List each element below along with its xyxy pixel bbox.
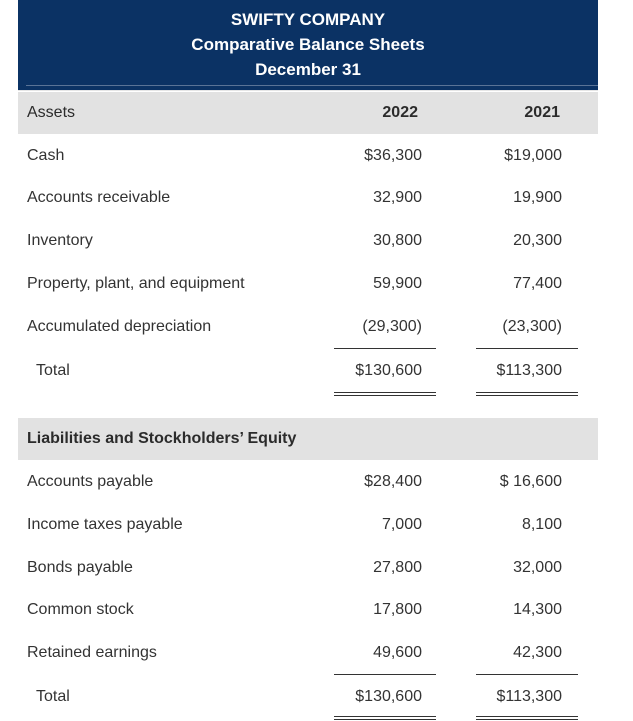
liabilities-total-row: Total $130,600 $113,300 xyxy=(18,676,598,718)
accounts-receivable-2022: 32,900 xyxy=(373,189,422,206)
inventory-2022: 30,800 xyxy=(373,232,422,249)
bonds-payable-2021: 32,000 xyxy=(513,559,562,576)
inventory-2021: 20,300 xyxy=(513,232,562,249)
row-label-income-taxes-payable: Income taxes payable xyxy=(27,516,183,533)
accounts-payable-2022: $28,400 xyxy=(364,473,422,490)
liabilities-heading-band: Liabilities and Stockholders’ Equity xyxy=(18,418,598,460)
statement-date: December 31 xyxy=(255,60,361,79)
common-stock-2022: 17,800 xyxy=(373,601,422,618)
assets-total-label: Total xyxy=(36,362,70,379)
cash-2022: $36,300 xyxy=(364,147,422,164)
income-taxes-payable-2022: 7,000 xyxy=(381,516,422,533)
assets-heading: Assets xyxy=(27,104,76,121)
liab-total-double-underline-2021 xyxy=(476,716,578,720)
liab-subtotal-underline-2022 xyxy=(334,674,436,675)
row-label-ppe: Property, plant, and equipment xyxy=(27,275,245,292)
row-label-common-stock: Common stock xyxy=(27,601,134,618)
assets-total-2021: $113,300 xyxy=(496,362,562,379)
statement-header: SWIFTY COMPANY Comparative Balance Sheet… xyxy=(18,0,598,91)
header-rule xyxy=(26,85,598,86)
cash-2021: $19,000 xyxy=(504,147,562,164)
liabilities-total-label: Total xyxy=(36,688,70,705)
assets-total-row: Total $130,600 $113,300 xyxy=(18,350,598,392)
accumulated-depreciation-2021: (23,300) xyxy=(502,318,562,335)
table-row: Accumulated depreciation (29,300) (23,30… xyxy=(18,306,598,348)
row-label-cash: Cash xyxy=(27,147,65,164)
table-row: Common stock 17,800 14,300 xyxy=(18,589,598,631)
accumulated-depreciation-2022: (29,300) xyxy=(362,318,422,335)
subtotal-underline-2022 xyxy=(334,348,436,349)
table-row: Bonds payable 27,800 32,000 xyxy=(18,547,598,589)
row-label-accumulated-depreciation: Accumulated depreciation xyxy=(27,318,212,335)
table-row: Retained earnings 49,600 42,300 xyxy=(18,632,598,674)
table-row: Property, plant, and equipment 59,900 77… xyxy=(18,263,598,305)
table-row: Income taxes payable 7,000 8,100 xyxy=(18,504,598,546)
liab-total-double-underline-2022 xyxy=(334,716,436,720)
row-label-accounts-payable: Accounts payable xyxy=(27,473,154,490)
retained-earnings-2022: 49,600 xyxy=(373,644,422,661)
column-header-2021: 2021 xyxy=(524,104,560,121)
accounts-payable-2021: $ 16,600 xyxy=(499,473,562,490)
common-stock-2021: 14,300 xyxy=(513,601,562,618)
liabilities-total-2021: $113,300 xyxy=(496,688,562,705)
subtotal-underline-2021 xyxy=(476,348,578,349)
liab-subtotal-underline-2021 xyxy=(476,674,578,675)
ppe-2021: 77,400 xyxy=(513,275,562,292)
company-name: SWIFTY COMPANY xyxy=(230,10,386,29)
statement-title: Comparative Balance Sheets xyxy=(191,35,425,54)
table-row: Cash $36,300 $19,000 xyxy=(18,135,598,177)
bonds-payable-2022: 27,800 xyxy=(373,559,422,576)
row-label-retained-earnings: Retained earnings xyxy=(27,644,157,661)
ppe-2022: 59,900 xyxy=(373,275,422,292)
total-double-underline-2021 xyxy=(476,392,578,396)
table-row: Accounts payable $28,400 $ 16,600 xyxy=(18,461,598,503)
retained-earnings-2021: 42,300 xyxy=(513,644,562,661)
column-header-2022: 2022 xyxy=(382,104,418,121)
row-label-bonds-payable: Bonds payable xyxy=(27,559,133,576)
table-row: Accounts receivable 32,900 19,900 xyxy=(18,177,598,219)
liabilities-heading: Liabilities and Stockholders’ Equity xyxy=(27,430,297,447)
total-double-underline-2022 xyxy=(334,392,436,396)
row-label-accounts-receivable: Accounts receivable xyxy=(27,189,171,206)
row-label-inventory: Inventory xyxy=(27,232,93,249)
assets-heading-band: Assets 2022 2021 xyxy=(18,92,598,134)
accounts-receivable-2021: 19,900 xyxy=(513,189,562,206)
assets-total-2022: $130,600 xyxy=(355,362,422,379)
table-row: Inventory 30,800 20,300 xyxy=(18,220,598,262)
income-taxes-payable-2021: 8,100 xyxy=(521,516,562,533)
liabilities-total-2022: $130,600 xyxy=(355,688,422,705)
